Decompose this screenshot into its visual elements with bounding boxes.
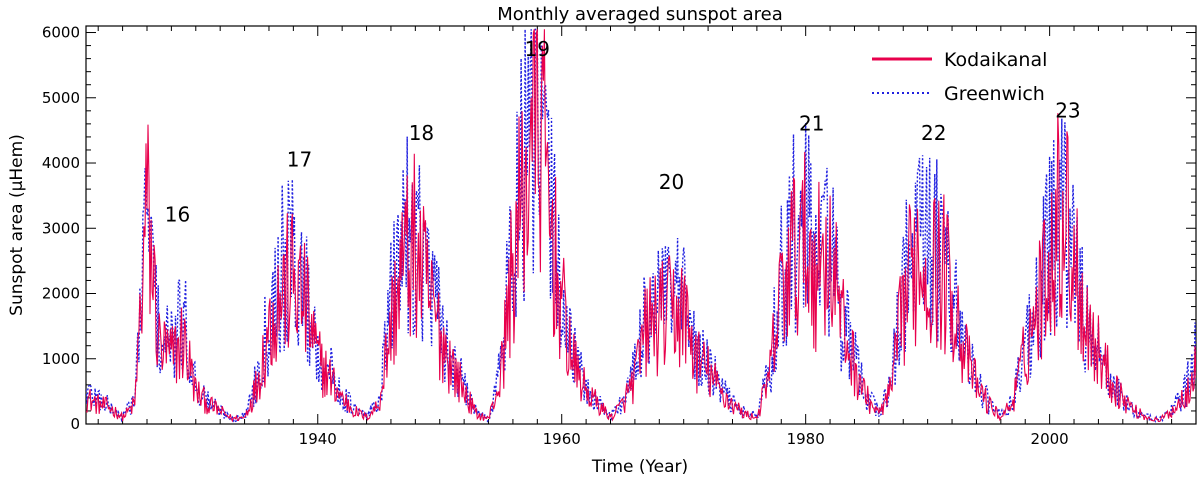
- legend-label-greenwich: Greenwich: [944, 83, 1045, 105]
- cycle-label-16: 16: [165, 203, 190, 227]
- cycle-label-18: 18: [409, 121, 434, 145]
- plot-area: 1940 1960 1980 2000 0 1000 2000 3000 4000 5000 600…: [42, 24, 1197, 448]
- chart-title: Monthly averaged sunspot area: [497, 4, 783, 25]
- cycle-label-22: 22: [921, 121, 946, 145]
- y-axis-title: Sunspot area (μHem): [7, 134, 27, 316]
- cycle-label-17: 17: [287, 147, 312, 171]
- y-tick-label: 0: [70, 415, 80, 433]
- x-axis-title: Time (Year): [591, 457, 688, 477]
- x-tick-label: 1940: [299, 430, 337, 448]
- cycle-label-21: 21: [799, 111, 824, 135]
- plot-frame: [85, 25, 1197, 425]
- y-tick-label: 6000: [42, 24, 80, 42]
- series-line-kodaikanal: [86, 29, 1196, 423]
- x-tick-label: 1980: [787, 430, 825, 448]
- legend-label-kodaikanal: Kodaikanal: [944, 49, 1047, 71]
- y-tick-label: 3000: [42, 219, 80, 237]
- cycle-label-20: 20: [659, 170, 684, 194]
- y-tick-label: 1000: [42, 350, 80, 368]
- y-tick-label: 2000: [42, 285, 80, 303]
- legend: Kodaikanal Greenwich: [872, 49, 1047, 105]
- cycle-label-19: 19: [525, 37, 550, 61]
- x-tick-label: 2000: [1031, 430, 1069, 448]
- cycle-label-23: 23: [1055, 98, 1080, 122]
- y-tick-label: 4000: [42, 154, 80, 172]
- x-tick-label: 1960: [543, 430, 581, 448]
- y-tick-label: 5000: [42, 89, 80, 107]
